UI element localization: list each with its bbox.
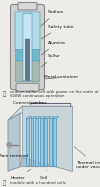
Text: Alumina: Alumina [41, 41, 66, 55]
Polygon shape [20, 157, 72, 171]
FancyBboxPatch shape [16, 83, 39, 91]
Text: Cell: Cell [40, 170, 48, 180]
FancyBboxPatch shape [10, 4, 44, 90]
FancyBboxPatch shape [23, 13, 32, 81]
Circle shape [6, 143, 12, 147]
Polygon shape [30, 118, 34, 166]
Text: Main terminal: Main terminal [0, 147, 28, 158]
Polygon shape [53, 118, 56, 166]
Polygon shape [26, 118, 29, 166]
Text: Safety tube: Safety tube [41, 25, 74, 39]
Text: Sodium: Sodium [41, 10, 64, 26]
FancyBboxPatch shape [15, 12, 40, 51]
Polygon shape [35, 117, 41, 118]
Text: Ⓑ: Ⓑ [3, 181, 6, 186]
Text: Metal container: Metal container [44, 75, 78, 79]
FancyBboxPatch shape [18, 2, 37, 10]
Text: Thermal insulation
under vacuum: Thermal insulation under vacuum [74, 147, 100, 169]
Polygon shape [30, 117, 36, 118]
FancyBboxPatch shape [16, 49, 40, 63]
Polygon shape [26, 117, 32, 118]
Polygon shape [53, 117, 59, 118]
Polygon shape [44, 118, 47, 166]
Polygon shape [40, 118, 42, 166]
Polygon shape [49, 118, 52, 166]
FancyBboxPatch shape [25, 39, 30, 80]
Text: Heater: Heater [11, 169, 31, 180]
Text: sodium-sulfur cell with power on the order of 500W continuous operation: sodium-sulfur cell with power on the ord… [10, 90, 99, 98]
Polygon shape [40, 117, 45, 118]
Polygon shape [8, 106, 72, 120]
Polygon shape [8, 113, 20, 171]
Text: module with a hundred cells: module with a hundred cells [10, 182, 66, 186]
Polygon shape [44, 117, 50, 118]
Text: Ⓐ: Ⓐ [3, 91, 6, 97]
Polygon shape [62, 106, 72, 171]
Polygon shape [49, 117, 54, 118]
Polygon shape [22, 106, 72, 171]
Text: Sulfur: Sulfur [41, 53, 61, 67]
Text: Connection bus: Connection bus [13, 101, 47, 105]
FancyBboxPatch shape [16, 61, 40, 82]
Polygon shape [35, 118, 38, 166]
